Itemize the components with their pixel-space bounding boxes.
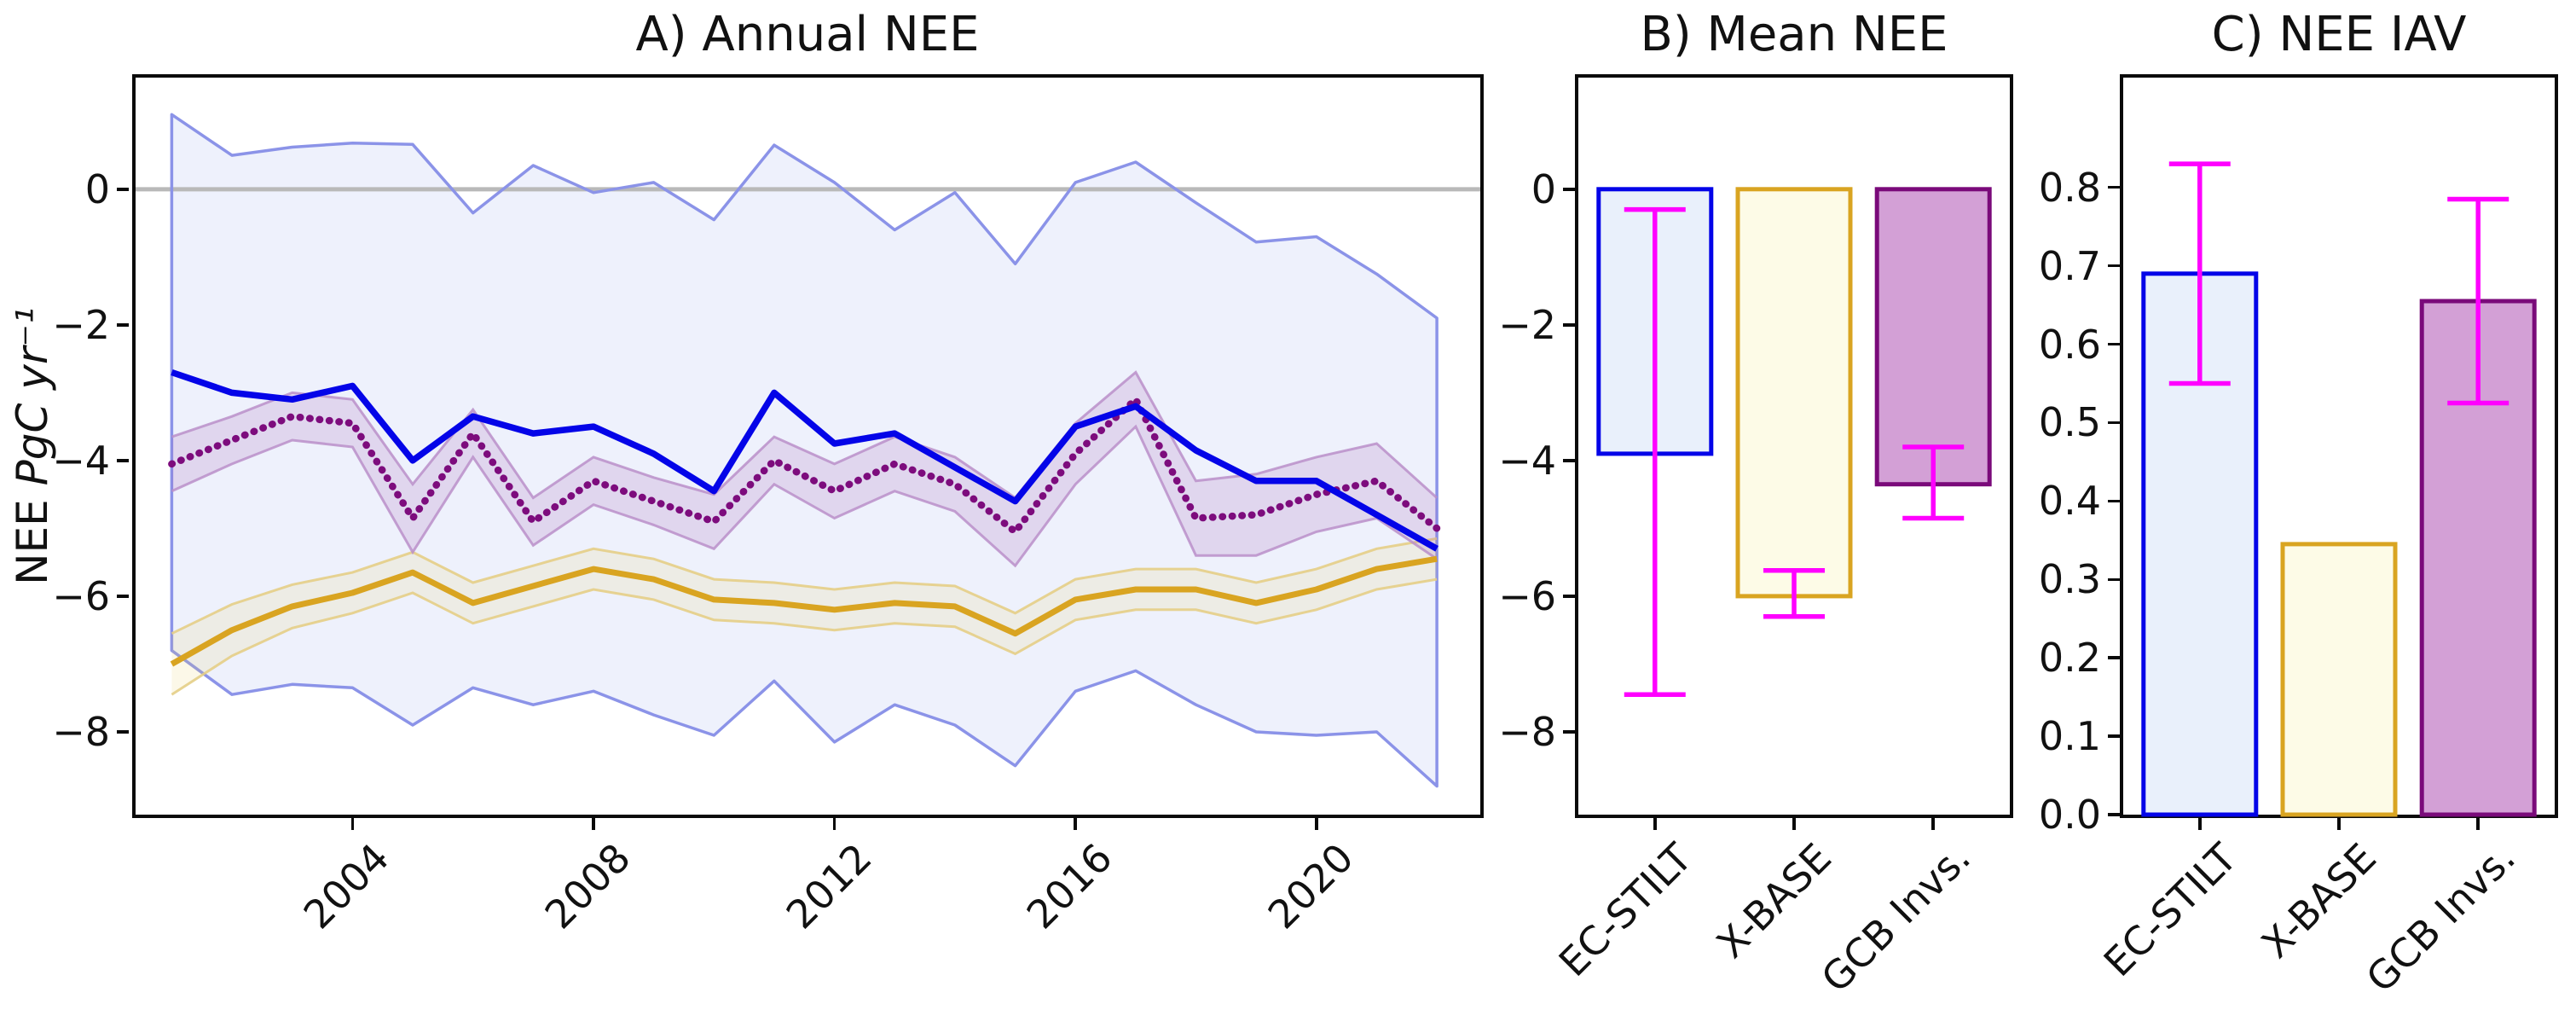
panel-b-yticklabel: −2 [1498,301,1556,348]
panel-c-yticklabel: 0.6 [2038,321,2101,368]
panel-b-ytick [1563,323,1575,327]
panel-c-ytick [2108,421,2120,425]
panel-c-ytick [2108,342,2120,346]
panel-a-xticklabel: 2020 [1259,834,1363,938]
panel-a-ytick [117,323,129,327]
panel-c-xticklabel: GCB Invs. [2357,834,2524,1001]
panel-c-xtick [2337,818,2341,830]
ec-stilt-line [171,369,1439,552]
panel-a-axes [132,74,1484,818]
panel-a-ytick [117,459,129,462]
panel-b-title: B) Mean NEE [1640,7,1948,62]
panel-c-ytick [2108,656,2120,659]
panel-a-ytick [117,730,129,734]
panel-c-ytick [2108,734,2120,738]
panel-c-yticklabel: 0.8 [2038,164,2101,211]
panel-c-errorbar-EC-STILT [2168,161,2231,386]
panel-b-yticklabel: 0 [1531,165,1556,212]
panel-a-plot [136,113,1480,788]
panel-a-yticklabel: −6 [52,572,110,619]
panel-c-yticklabel: 0.4 [2038,478,2101,525]
panel-c-xticklabel: X-BASE [2252,834,2385,967]
panel-b-errorbar-EC-STILT [1624,206,1686,697]
panel-b-yticklabel: −6 [1498,572,1556,619]
panel-a-ytick [117,595,129,598]
panel-a-xtick [592,818,595,830]
gcb-band-upper [171,370,1439,500]
panel-c-yticklabel: 0.5 [2038,399,2101,446]
panel-a-yticklabel: −2 [52,301,110,348]
panel-b-axes [1575,74,2013,818]
panel-c-axes [2120,74,2558,818]
xbase-band-upper [171,537,1438,635]
xbase-band-lower [171,577,1438,696]
panel-b-errorbar-GCB Invs. [1902,444,1965,521]
panel-c-yticklabel: 0.0 [2038,792,2101,838]
panel-a-xtick [350,818,355,830]
panel-b-plot [1596,187,1992,697]
panel-b-ytick [1563,188,1575,191]
panel-b-ytick [1563,595,1575,598]
panel-c-title: C) NEE IAV [2211,7,2467,62]
panel-c-bar-X-BASE [2280,542,2398,817]
panel-a-yticklabel: 0 [84,165,110,212]
panel-c-yticklabel: 0.7 [2038,242,2101,289]
panel-c-ytick [2108,185,2120,189]
panel-c-yticklabel: 0.2 [2038,635,2101,682]
panel-c-ytick [2108,813,2120,816]
panel-a-xticklabel: 2016 [1017,834,1121,938]
panel-b-yticklabel: −4 [1498,437,1556,484]
ec-stilt-range-edge [170,113,1439,788]
panel-b-xticklabel: X-BASE [1707,834,1840,967]
panel-b-ytick [1563,730,1575,734]
panel-b-xticklabel: EC-STILT [1549,834,1701,986]
panel-b-xtick [1931,818,1935,830]
gcb-band-lower [171,424,1438,568]
panel-c-errorbar-GCB Invs. [2447,196,2509,406]
panel-b-yticklabel: −8 [1498,708,1556,755]
panel-b-ytick [1563,459,1575,462]
gcb-band-fill [171,372,1438,566]
panel-c-yticklabel: 0.1 [2038,713,2101,760]
panel-b-errorbar-X-BASE [1763,567,1825,619]
panel-a-xticklabel: 2012 [777,834,881,938]
panel-a-yticklabel: −4 [52,437,110,484]
panel-a-xtick [1315,818,1318,830]
panel-a-ytick [117,188,129,191]
xbase-band-fill [171,538,1438,695]
panel-b-xticklabel: GCB Invs. [1812,834,1979,1001]
panel-c-plot [2141,161,2537,817]
panel-b-bar-GCB Invs. [1874,187,1992,487]
panel-a-xtick [1074,818,1077,830]
panel-c-xtick [2198,818,2202,830]
panel-a-xticklabel: 2004 [294,834,398,938]
panel-c-xticklabel: EC-STILT [2094,834,2246,986]
panel-a-xticklabel: 2008 [535,834,640,938]
panel-c-xtick [2476,818,2480,830]
xbase-line [170,555,1438,667]
panel-b-xtick [1792,818,1796,830]
panel-b-xtick [1653,818,1657,830]
panel-a-yticklabel: −8 [52,708,110,755]
panel-a-xtick [832,818,836,830]
panel-b-bar-X-BASE [1735,187,1853,599]
panel-c-yticklabel: 0.3 [2038,556,2101,603]
panel-c-ytick [2108,499,2120,503]
panel-c-ytick [2108,577,2120,581]
panel-a-title: A) Annual NEE [635,7,980,62]
panel-c-ytick [2108,264,2120,268]
gcb-dotted-line [168,396,1441,536]
